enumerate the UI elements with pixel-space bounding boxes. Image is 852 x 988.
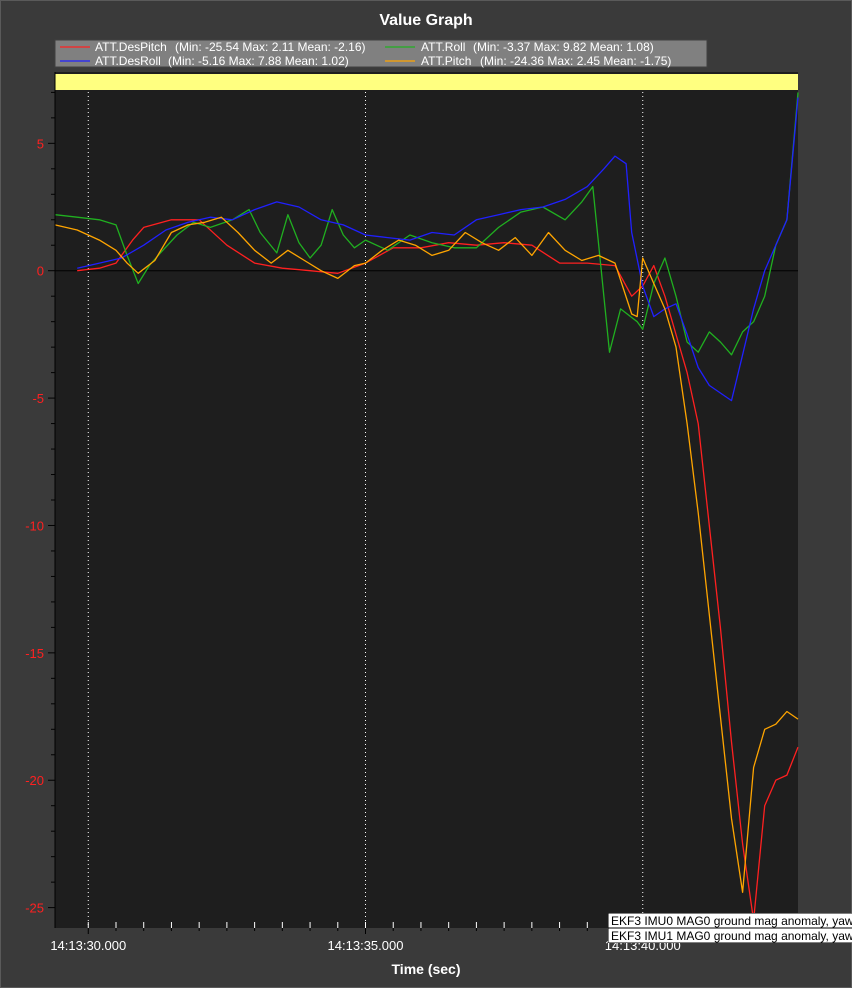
legend-label-desroll: ATT.DesRoll [95, 54, 161, 68]
y-tick-label: 5 [37, 136, 44, 151]
plot-area[interactable] [55, 72, 798, 928]
chart-title: Value Graph [379, 12, 472, 29]
annotation-group: EKF3 IMU0 MAG0 ground mag anomaly, yaw E… [608, 913, 852, 943]
legend[interactable]: ATT.DesPitch (Min: -25.54 Max: 2.11 Mean… [55, 40, 707, 68]
y-axis: 5 0 -5 -10 -15 -20 -25 [25, 72, 55, 928]
legend-label-roll: ATT.Roll [421, 40, 465, 54]
x-tick-label: 14:13:35.000 [328, 938, 404, 953]
y-tick-label: -20 [25, 773, 44, 788]
legend-stats-roll: (Min: -3.37 Max: 9.82 Mean: 1.08) [473, 40, 654, 54]
annotation-0[interactable]: EKF3 IMU0 MAG0 ground mag anomaly, yaw [608, 913, 852, 928]
y-tick-label: -15 [25, 646, 44, 661]
y-tick-label: -5 [32, 391, 44, 406]
x-axis-title: Time (sec) [392, 961, 461, 977]
x-tick-label: 14:13:30.000 [50, 938, 126, 953]
legend-stats-desroll: (Min: -5.16 Max: 7.88 Mean: 1.02) [168, 54, 349, 68]
annotation-text-1: EKF3 IMU1 MAG0 ground mag anomaly, yaw [611, 929, 852, 943]
legend-stats-despitch: (Min: -25.54 Max: 2.11 Mean: -2.16) [175, 40, 366, 54]
legend-label-pitch: ATT.Pitch [421, 54, 471, 68]
legend-label-despitch: ATT.DesPitch [95, 40, 167, 54]
highlight-band [55, 74, 798, 90]
y-tick-label: -10 [25, 518, 44, 533]
y-tick-label: 0 [37, 264, 44, 279]
legend-stats-pitch: (Min: -24.36 Max: 2.45 Mean: -1.75) [480, 54, 671, 68]
annotation-1[interactable]: EKF3 IMU1 MAG0 ground mag anomaly, yaw [608, 928, 852, 943]
y-tick-label: -25 [25, 901, 44, 916]
annotation-text-0: EKF3 IMU0 MAG0 ground mag anomaly, yaw [611, 914, 852, 928]
